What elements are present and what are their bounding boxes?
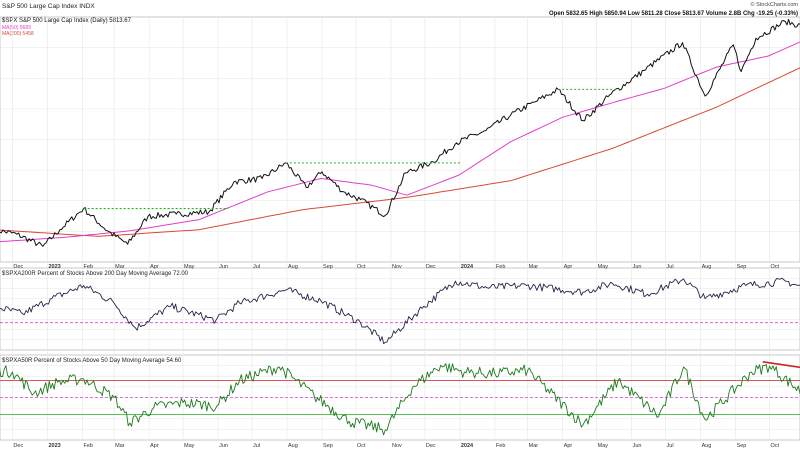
x-tick-label: Dec	[13, 264, 23, 270]
series-line-ma200	[0, 67, 800, 237]
x-tick-label: Apr	[150, 264, 159, 270]
x-tick-label: Mar	[115, 264, 125, 270]
x-tick-label: Nov	[392, 264, 402, 270]
series-line-spx	[0, 18, 800, 247]
x-tick-label: Sep	[323, 443, 333, 449]
x-tick-label: 2024	[461, 443, 474, 449]
x-tick-label: May	[598, 264, 609, 270]
x-tick-label: Jun	[633, 264, 642, 270]
x-tick-label: 2023	[48, 443, 60, 449]
panel-frame-1	[0, 267, 800, 351]
x-tick-label: Dec	[426, 443, 436, 449]
x-tick-label: Jul	[253, 443, 260, 449]
x-tick-label: May	[184, 443, 195, 449]
trend-line-red	[762, 361, 800, 369]
x-tick-label: Jul	[667, 443, 674, 449]
x-tick-label: Feb	[496, 443, 505, 449]
x-tick-label: 2023	[48, 264, 60, 270]
x-tick-label: Feb	[496, 264, 505, 270]
panel-frame-0	[0, 16, 800, 263]
series-line-ma50	[0, 41, 800, 243]
grid-layer	[0, 17, 800, 440]
ma50-legend: MA(50) 5689	[2, 25, 31, 31]
x-tick-label: Feb	[83, 443, 92, 449]
x-tick-label: Oct	[357, 443, 366, 449]
x-tick-label: Aug	[702, 264, 712, 270]
x-tick-label: Mar	[115, 443, 125, 449]
x-tick-label: Jun	[219, 264, 228, 270]
x-tick-label: Dec	[13, 443, 23, 449]
x-tick-label: Jun	[219, 443, 228, 449]
x-tick-label: Oct	[770, 264, 779, 270]
series-line-spxa50r	[0, 363, 800, 436]
ohlc-readout: Open 5832.65 High 5850.94 Low 5811.28 Cl…	[549, 11, 798, 17]
x-tick-label: May	[184, 264, 195, 270]
x-tick-label: Jun	[633, 443, 642, 449]
x-tick-label: Apr	[564, 264, 573, 270]
x-tick-label: Jul	[253, 264, 260, 270]
x-tick-label: Mar	[529, 443, 539, 449]
x-tick-label: Dec	[426, 264, 436, 270]
ma200-legend: MA(200) 5458	[2, 31, 34, 37]
x-tick-label: Jul	[667, 264, 674, 270]
annotation-layer	[83, 88, 800, 369]
x-tick-label: Apr	[150, 443, 159, 449]
x-tick-label: Mar	[529, 264, 539, 270]
x-tick-label: Sep	[737, 443, 747, 449]
x-tick-label: Aug	[288, 443, 298, 449]
series-layer	[0, 18, 800, 436]
x-tick-label: Aug	[288, 264, 298, 270]
x-tick-label: Apr	[564, 443, 573, 449]
panel-frame-2	[0, 354, 800, 441]
x-axis-layer: Dec Dec 2023 2023 Feb Feb Mar Mar Apr Apr May May Ju…	[13, 264, 779, 449]
x-tick-label: Nov	[392, 443, 402, 449]
x-tick-label: Oct	[357, 264, 366, 270]
x-tick-label: Aug	[702, 443, 712, 449]
chart-title: S&P 500 Large Cap Index INDX	[2, 3, 95, 10]
breadth50-title: $SPXA50R Percent of Stocks Above 50 Day …	[2, 358, 182, 364]
x-tick-label: Feb	[83, 264, 92, 270]
panel-layer	[0, 16, 800, 441]
copyright-text: © StockCharts.com	[751, 1, 799, 8]
breadth200-title: $SPXA200R Percent of Stocks Above 200 Da…	[2, 271, 189, 277]
series-line-spxa200r	[0, 277, 800, 345]
x-tick-label: May	[598, 443, 609, 449]
x-tick-label: Oct	[770, 443, 779, 449]
x-tick-label: Sep	[737, 264, 747, 270]
x-tick-label: Sep	[323, 264, 333, 270]
price-legend: $SPX S&P 500 Large Cap Index (Daily) 581…	[2, 18, 132, 24]
x-tick-label: 2024	[461, 264, 474, 270]
